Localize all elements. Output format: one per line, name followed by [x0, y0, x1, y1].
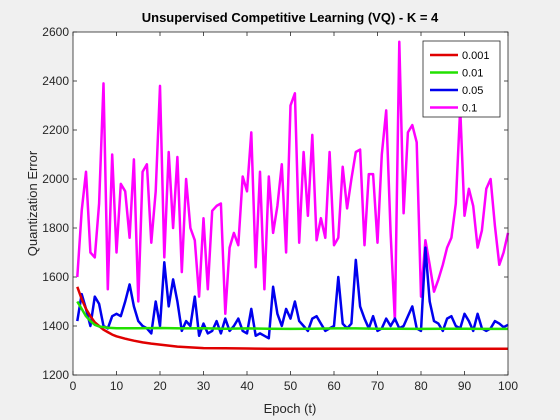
y-tick-label: 2000: [42, 172, 69, 186]
y-axis-ticks: 1200 1400 1600 1800 2000 2200 2400 2600: [42, 25, 508, 382]
y-tick-label: 1400: [42, 319, 69, 333]
y-tick-label: 1800: [42, 221, 69, 235]
y-tick-label: 1200: [42, 368, 69, 382]
legend-label: 0.1: [462, 103, 477, 115]
y-axis-label: Quantization Error: [25, 150, 40, 256]
legend-label: 0.001: [462, 50, 490, 62]
x-tick-label: 0: [70, 379, 77, 393]
series-line-0.05: [76, 246, 509, 340]
x-tick-label: 10: [110, 379, 124, 393]
series-lines: [76, 40, 510, 351]
legend-label: 0.01: [462, 68, 483, 80]
x-tick-label: 80: [414, 379, 428, 393]
x-tick-label: 30: [197, 379, 211, 393]
x-axis-label: Epoch (t): [264, 401, 317, 416]
x-tick-label: 40: [240, 379, 254, 393]
legend-label: 0.05: [462, 85, 483, 97]
series-line-0.01: [76, 300, 508, 331]
x-tick-label: 100: [498, 379, 518, 393]
x-tick-label: 70: [371, 379, 385, 393]
chart-title: Unsupervised Competitive Learning (VQ) -…: [142, 10, 439, 25]
y-tick-label: 1600: [42, 270, 69, 284]
y-tick-label: 2200: [42, 123, 69, 137]
x-tick-label: 50: [284, 379, 298, 393]
legend: 0.001 0.01 0.05 0.1: [422, 40, 501, 118]
x-tick-label: 60: [327, 379, 341, 393]
axes-box: [72, 31, 509, 376]
series-line-0.1: [76, 40, 510, 323]
legend-box: [422, 40, 501, 118]
y-tick-label: 2600: [42, 25, 69, 39]
x-tick-label: 90: [458, 379, 472, 393]
x-axis-ticks: 0 10 20 30 40 50 60 70 80 90 100: [70, 32, 518, 393]
y-tick-label: 2400: [42, 74, 69, 88]
x-tick-label: 20: [153, 379, 167, 393]
